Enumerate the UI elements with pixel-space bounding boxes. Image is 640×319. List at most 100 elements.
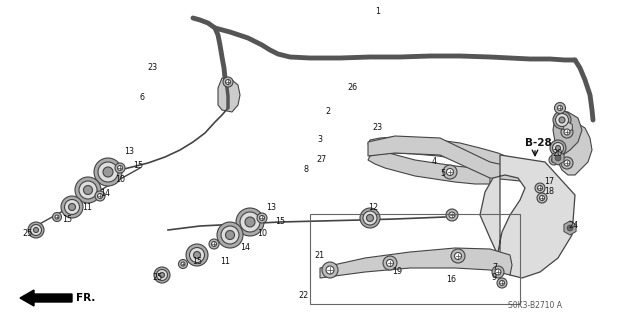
Circle shape: [564, 129, 570, 135]
Circle shape: [443, 165, 457, 179]
Text: 13: 13: [124, 147, 134, 157]
Circle shape: [492, 266, 504, 278]
Text: 1: 1: [376, 6, 381, 16]
Polygon shape: [368, 136, 535, 182]
Polygon shape: [553, 110, 582, 155]
Text: 12: 12: [368, 204, 378, 212]
Circle shape: [240, 212, 260, 232]
Circle shape: [454, 253, 461, 259]
Circle shape: [552, 143, 563, 153]
Circle shape: [181, 262, 185, 266]
Text: 6: 6: [139, 93, 144, 102]
Circle shape: [538, 186, 543, 190]
Circle shape: [118, 166, 122, 170]
Circle shape: [367, 214, 374, 221]
Circle shape: [65, 199, 79, 214]
Circle shape: [28, 222, 44, 238]
Circle shape: [446, 209, 458, 221]
Polygon shape: [218, 78, 240, 112]
Text: 10: 10: [257, 229, 267, 239]
Circle shape: [103, 167, 113, 177]
Polygon shape: [320, 248, 512, 278]
Circle shape: [225, 231, 234, 240]
Circle shape: [387, 259, 394, 266]
Circle shape: [211, 241, 216, 247]
Text: 15: 15: [275, 217, 285, 226]
Text: 16: 16: [446, 276, 456, 285]
Polygon shape: [480, 155, 575, 278]
Circle shape: [497, 278, 507, 288]
Circle shape: [549, 155, 559, 165]
Circle shape: [159, 272, 164, 278]
Circle shape: [554, 102, 566, 114]
Text: 15: 15: [62, 216, 72, 225]
Circle shape: [383, 256, 397, 270]
Circle shape: [553, 111, 571, 129]
Circle shape: [245, 217, 255, 227]
Bar: [310, 214, 520, 304]
Text: 17: 17: [544, 177, 554, 187]
Circle shape: [115, 163, 125, 173]
Circle shape: [363, 211, 377, 225]
Text: 27: 27: [317, 154, 327, 164]
Text: 23: 23: [372, 122, 382, 131]
Text: 10: 10: [115, 174, 125, 183]
Text: 7: 7: [492, 263, 497, 272]
Circle shape: [559, 117, 565, 123]
Circle shape: [154, 267, 170, 283]
Circle shape: [75, 177, 101, 203]
Circle shape: [83, 186, 93, 195]
Text: 14: 14: [100, 189, 110, 198]
Circle shape: [236, 208, 264, 236]
Circle shape: [68, 204, 76, 211]
Polygon shape: [552, 151, 564, 165]
Circle shape: [259, 216, 264, 220]
Text: 3: 3: [317, 136, 322, 145]
Circle shape: [157, 270, 168, 280]
Text: 4: 4: [432, 158, 437, 167]
Text: 9: 9: [492, 273, 497, 283]
Text: 24: 24: [568, 220, 578, 229]
Text: 5: 5: [440, 169, 445, 179]
Circle shape: [550, 140, 566, 156]
Circle shape: [561, 126, 573, 138]
Circle shape: [223, 77, 233, 87]
Text: 13: 13: [266, 204, 276, 212]
Circle shape: [97, 194, 102, 198]
Circle shape: [495, 269, 501, 275]
FancyArrow shape: [20, 290, 72, 306]
Circle shape: [257, 213, 267, 223]
Circle shape: [561, 157, 573, 169]
Circle shape: [540, 196, 545, 201]
Circle shape: [33, 227, 38, 233]
Polygon shape: [556, 120, 592, 175]
Circle shape: [326, 266, 334, 274]
Circle shape: [186, 244, 208, 266]
Circle shape: [556, 145, 561, 151]
Circle shape: [564, 160, 570, 166]
Circle shape: [61, 196, 83, 218]
Text: 15: 15: [133, 160, 143, 169]
Polygon shape: [564, 221, 576, 235]
Polygon shape: [368, 137, 535, 188]
Circle shape: [225, 79, 230, 85]
Text: 18: 18: [544, 188, 554, 197]
Text: 14: 14: [240, 243, 250, 253]
Circle shape: [552, 158, 557, 162]
Text: S0K3-B2710 A: S0K3-B2710 A: [508, 300, 562, 309]
Polygon shape: [564, 122, 572, 132]
Circle shape: [537, 193, 547, 203]
Text: 2: 2: [325, 108, 330, 116]
Text: 15: 15: [192, 256, 202, 265]
Circle shape: [555, 155, 561, 161]
Circle shape: [449, 212, 455, 218]
Circle shape: [556, 114, 568, 127]
Circle shape: [52, 212, 61, 221]
Circle shape: [499, 280, 504, 286]
Circle shape: [55, 215, 59, 219]
Circle shape: [98, 162, 118, 182]
Text: 11: 11: [220, 256, 230, 265]
Circle shape: [209, 239, 219, 249]
Circle shape: [31, 225, 42, 235]
Circle shape: [447, 168, 454, 175]
